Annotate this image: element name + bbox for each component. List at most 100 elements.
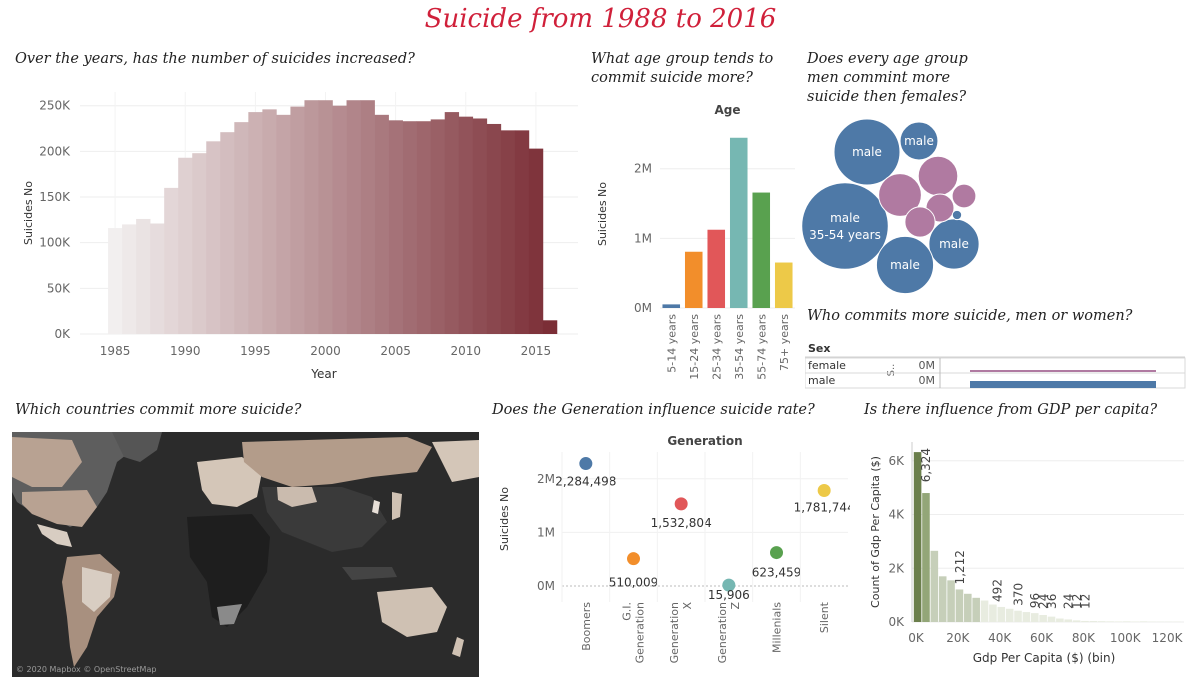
sex-value-label: 0M (919, 359, 936, 372)
gdp-x-tick: 60K (1030, 631, 1054, 645)
age-title: Age (714, 103, 740, 117)
generation-data-label: 1,781,744 (794, 500, 850, 514)
map-credit: © 2020 Mapbox © OpenStreetMap (16, 665, 157, 674)
generation-point (817, 483, 831, 497)
generation-y-tick: 0M (537, 579, 555, 593)
sex-column-header: S.. (886, 364, 897, 377)
years-x-tick: 1995 (240, 344, 271, 358)
sex-category: female (808, 359, 846, 372)
map-australia (377, 587, 447, 637)
gdp-data-label: 24 (1037, 594, 1051, 609)
gdp-x-tick: 0K (908, 631, 925, 645)
generation-x-tick: Generation (634, 602, 647, 663)
gdp-bar (1056, 618, 1064, 622)
gdp-data-label: 492 (991, 579, 1005, 602)
years-y-tick: 0K (54, 327, 71, 341)
gdp-data-label: 12 (1070, 594, 1084, 609)
generation-data-label: 623,459 (752, 566, 802, 580)
generation-data-label: 15,906 (708, 588, 750, 602)
years-bar (346, 100, 361, 334)
generation-x-tick: Generation (668, 602, 681, 663)
age-x-tick: 75+ years (778, 314, 791, 371)
gdp-bar (1089, 621, 1098, 622)
gdp-y-tick: 6K (888, 454, 905, 468)
years-bar (234, 122, 249, 334)
generation-y-tick: 1M (537, 525, 555, 539)
generation-x-tick: Silent (818, 601, 831, 633)
map-south-africa (217, 604, 242, 625)
gdp-y-tick: 2K (888, 561, 905, 575)
age-bar (752, 192, 771, 308)
generation-x-tick: Z (729, 602, 742, 610)
gdp-data-label: 96 (1028, 593, 1042, 608)
gdp-bar (1022, 612, 1031, 622)
years-bar (332, 105, 347, 334)
gdp-bar (1047, 616, 1056, 622)
generation-data-label: 2,284,498 (555, 475, 616, 489)
sex-chart: Sex S.. female 0M male 0M (805, 342, 1186, 389)
gdp-bar (1005, 608, 1014, 622)
sex-bar (970, 381, 1156, 388)
gdp-x-label: Gdp Per Capita ($) (bin) (973, 651, 1116, 665)
age-bar (729, 137, 748, 308)
years-bar (290, 106, 305, 334)
bubble (833, 118, 901, 186)
years-bar (206, 141, 221, 334)
years-bar (430, 119, 446, 334)
years-x-tick: 1985 (100, 344, 131, 358)
years-bar (514, 130, 530, 334)
age-x-tick: 15-24 years (688, 314, 701, 380)
age-bar (662, 304, 681, 308)
question-sex: Who commits more suicide, men or women? (807, 308, 1133, 324)
years-bar (108, 228, 123, 334)
bubble-label: male (939, 237, 969, 251)
gdp-data-label: 12 (1078, 594, 1092, 609)
generation-data-label: 1,532,804 (651, 516, 712, 530)
generation-title: Generation (667, 434, 742, 448)
age-chart: Age 0M 1M 2M 5-14 years 15-24 years 25-34 year… (596, 103, 795, 380)
years-bar (192, 153, 207, 334)
gdp-y-tick: 0K (888, 615, 905, 629)
gdp-data-label: 6,324 (919, 448, 933, 482)
bubble-label: male (890, 258, 920, 272)
gdp-bar (1097, 621, 1106, 622)
world-map[interactable]: © 2020 Mapbox © OpenStreetMap (12, 432, 479, 677)
years-bar (150, 223, 165, 334)
years-bar (374, 114, 389, 334)
bubble (899, 121, 939, 161)
years-bar (388, 120, 403, 334)
gdp-bar (1106, 621, 1114, 622)
question-countries: Which countries commit more suicide? (15, 402, 302, 418)
bubble (917, 155, 959, 197)
map-russia (242, 437, 432, 487)
years-bar (164, 187, 179, 334)
age-y-tick: 1M (634, 231, 652, 245)
age-x-tick: 25-34 years (710, 314, 723, 380)
years-bar (178, 157, 193, 334)
generation-x-tick: Generation (716, 602, 729, 663)
gdp-bar (997, 606, 1006, 622)
gdp-bar (1064, 619, 1073, 622)
years-bar (528, 148, 544, 334)
map-africa (187, 514, 270, 627)
age-y-tick: 2M (634, 162, 652, 176)
years-bar (402, 121, 417, 334)
bubble (878, 173, 922, 217)
gdp-bar (972, 597, 980, 622)
gdp-x-tick: 20K (946, 631, 970, 645)
bubble (951, 209, 963, 221)
years-y-label: Suicides No (22, 181, 35, 245)
map-canada-highlight (12, 437, 82, 487)
age-x-tick: 55-74 years (755, 314, 768, 380)
gdp-bar (922, 493, 930, 622)
question-age: What age group tends to commit suicide m… (591, 51, 774, 86)
years-x-tick: 2015 (521, 344, 552, 358)
years-y-tick: 250K (39, 99, 71, 113)
gdp-x-tick: 100K (1110, 631, 1142, 645)
age-x-tick: 35-54 years (733, 314, 746, 380)
years-bar (220, 132, 235, 334)
years-chart: 0K 50K 100K 150K 200K 250K 1985 1990 1995 2000 200… (22, 92, 578, 381)
gdp-bar (1039, 615, 1047, 622)
generation-x-tick: G.I. (621, 602, 634, 621)
generation-chart: Generation 0M 1M 2M 2,284,498 Boomers 510,009 G… (498, 434, 850, 663)
